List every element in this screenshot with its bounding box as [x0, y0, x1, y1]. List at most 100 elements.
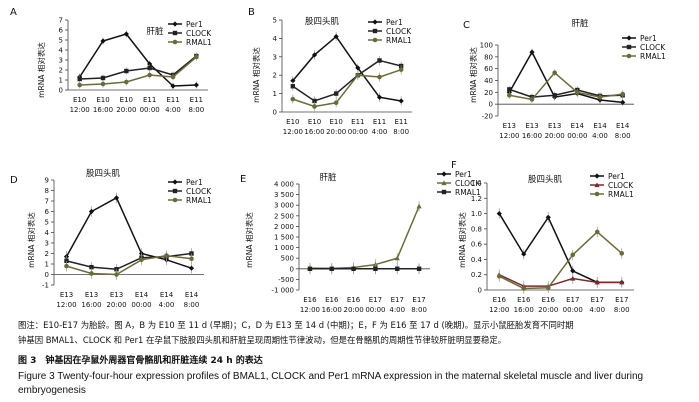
legend-marker	[626, 53, 632, 59]
y-tick-label: 6	[45, 208, 50, 216]
caption-note-line-2: 钟基因 BMAL1、CLOCK 和 Per1 在孕鼠下肢股四头肌和肝脏呈现周期性…	[18, 335, 507, 345]
x-tick-label: E14	[593, 122, 607, 130]
y-tick-label: 2 500	[274, 212, 294, 220]
x-tick-label: E14	[135, 291, 149, 299]
y-axis-label: mRNA 相对表达	[26, 212, 36, 268]
y-tick-label: 6	[59, 27, 64, 35]
y-tick-label: 3	[273, 53, 277, 61]
x-tick-label: 12:00	[70, 106, 90, 114]
x-tick-label: E16	[542, 296, 556, 304]
data-point	[507, 92, 512, 98]
data-point	[329, 266, 334, 271]
data-point	[552, 70, 557, 76]
data-point	[170, 74, 176, 80]
x-tick-label: E13	[525, 122, 538, 130]
panel-letter: D	[10, 175, 18, 186]
y-tick-label: 9	[45, 177, 49, 185]
x-tick-label: E16	[325, 296, 339, 304]
x-tick-label: E16	[493, 296, 507, 304]
legend-label: Per1	[608, 172, 625, 181]
data-point	[416, 203, 422, 209]
x-tick-label: E14	[160, 291, 174, 299]
data-point	[311, 52, 318, 58]
legend-marker	[626, 35, 632, 41]
data-point	[100, 81, 106, 87]
x-tick-label: 4:00	[165, 106, 181, 114]
data-point	[77, 82, 82, 88]
x-tick-label: 4:00	[592, 132, 608, 140]
x-tick-label: E13	[548, 122, 561, 130]
data-point	[188, 265, 195, 271]
panel-letter: C	[463, 20, 470, 31]
series-line	[292, 59, 402, 102]
y-tick-label: 3 000	[274, 202, 294, 210]
x-tick-label: 20:00	[326, 128, 346, 136]
y-tick-label: 60	[484, 65, 493, 73]
y-tick-label: 100	[480, 42, 493, 50]
series-line	[79, 33, 197, 87]
panel-title: 股四头肌	[528, 174, 563, 185]
y-tick-label: 500	[281, 255, 294, 263]
y-tick-label: 0.2	[471, 271, 482, 279]
legend-marker	[594, 182, 600, 188]
data-point	[570, 275, 576, 281]
x-tick-label: 12:00	[499, 132, 519, 140]
x-tick-label: E14	[571, 122, 585, 130]
x-tick-label: 00:00	[348, 128, 368, 136]
legend-marker	[372, 19, 378, 25]
x-tick-label: E10	[120, 96, 133, 104]
data-point	[333, 33, 339, 40]
legend-label: CLOCK	[608, 181, 634, 190]
data-point	[124, 79, 129, 85]
legend-marker	[172, 197, 178, 203]
data-point	[398, 67, 404, 72]
data-point	[355, 65, 361, 71]
legend-marker	[594, 173, 600, 179]
legend-label: RMAL1	[186, 38, 212, 47]
x-tick-label: 8:00	[411, 306, 427, 314]
y-tick-label: -20	[482, 113, 493, 121]
series-line	[498, 274, 622, 287]
x-tick-label: 4:00	[159, 301, 175, 309]
x-tick-label: 4:00	[372, 128, 388, 136]
x-tick-label: E10	[286, 118, 299, 126]
legend-label: Per1	[186, 20, 203, 29]
x-tick-label: E16	[517, 296, 531, 304]
x-tick-label: E14	[185, 291, 199, 299]
data-point	[416, 266, 422, 271]
series-line	[79, 55, 197, 80]
x-tick-label: 16:00	[81, 301, 101, 309]
data-point	[377, 58, 382, 63]
legend-label: Per1	[640, 34, 657, 43]
data-point	[620, 91, 625, 97]
x-tick-label: E11	[143, 96, 156, 104]
data-point	[194, 54, 199, 60]
y-tick-label: 4	[45, 229, 50, 237]
y-tick-label: 1	[45, 261, 49, 269]
series-line	[65, 196, 192, 269]
legend-marker	[441, 180, 447, 186]
legend-label: CLOCK	[186, 29, 212, 38]
figure-title-english: Figure 3 Twenty-four-hour expression pro…	[18, 371, 644, 396]
y-axis-label: mRNA 相对表达	[468, 47, 478, 103]
x-tick-label: E11	[351, 118, 364, 126]
data-point	[496, 210, 502, 217]
legend-marker	[172, 30, 178, 36]
data-point	[619, 251, 625, 256]
series-line	[292, 35, 402, 102]
data-point	[189, 256, 194, 262]
legend-label: CLOCK	[186, 187, 212, 196]
y-tick-label: 7	[59, 17, 63, 25]
legend-marker	[594, 191, 600, 197]
legend-label: RMAL1	[455, 188, 481, 197]
data-point	[89, 271, 94, 276]
x-tick-label: 12:00	[300, 306, 320, 314]
y-tick-label: 0	[478, 287, 482, 295]
x-tick-label: 12:00	[489, 306, 509, 314]
x-tick-label: E16	[347, 296, 361, 304]
data-point	[88, 208, 95, 215]
data-point	[351, 266, 356, 271]
legend-marker	[441, 171, 447, 177]
data-point	[312, 98, 317, 104]
